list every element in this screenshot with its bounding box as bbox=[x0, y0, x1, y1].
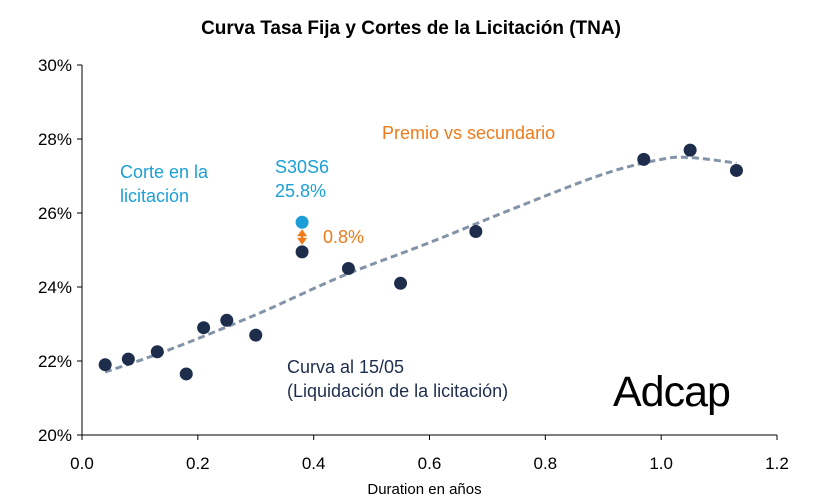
arrow-head-up bbox=[297, 229, 308, 237]
corte-annotation: Corte en la licitación bbox=[120, 160, 208, 208]
arrow-head-down bbox=[297, 237, 308, 245]
x-tick-label: 0.0 bbox=[70, 454, 94, 473]
curve-point bbox=[341, 262, 355, 275]
bond-rate: 25.8% bbox=[275, 181, 327, 201]
curva-annotation: Curva al 15/05 (Liquidación de la licita… bbox=[287, 355, 508, 403]
curve-point bbox=[98, 358, 112, 372]
curve-point bbox=[179, 367, 193, 381]
trend-line-group bbox=[104, 155, 737, 374]
curve-point bbox=[637, 152, 651, 166]
auction-cut-point bbox=[295, 215, 309, 229]
y-tick-label: 20% bbox=[38, 426, 72, 445]
premio-annotation: Premio vs secundario bbox=[382, 123, 556, 143]
curve-point bbox=[394, 276, 408, 290]
data-points bbox=[98, 143, 743, 381]
x-tick-label: 0.8 bbox=[534, 454, 558, 473]
bond-name: S30S6 bbox=[275, 157, 330, 177]
curve-point bbox=[295, 245, 309, 259]
curve-point bbox=[121, 352, 135, 366]
spread-arrow bbox=[297, 229, 308, 245]
chart-title: Curva Tasa Fija y Cortes de la Licitació… bbox=[201, 18, 621, 39]
y-tick-label: 28% bbox=[38, 130, 72, 149]
x-tick-label: 0.6 bbox=[418, 454, 442, 473]
curve-point bbox=[150, 345, 164, 359]
curve-point bbox=[683, 143, 697, 157]
y-tick-label: 22% bbox=[38, 352, 72, 371]
trend-line bbox=[104, 155, 737, 374]
bond-annotation: S30S6 25.8% bbox=[275, 155, 329, 203]
curva-line-1: Curva al 15/05 bbox=[287, 357, 405, 377]
x-axis-title: Duration en años bbox=[367, 481, 481, 498]
y-tick-label: 24% bbox=[38, 278, 72, 297]
corte-line-2: licitación bbox=[120, 186, 190, 206]
x-tick-label: 1.0 bbox=[649, 454, 673, 473]
y-tick-label: 26% bbox=[38, 204, 72, 223]
axes: 20% 22% 24% 26% 28% 30% 0.0 0.2 0.4 0.6 0.8 1.0 1.2 D… bbox=[38, 56, 789, 498]
adcap-logo: Adcap bbox=[613, 368, 731, 416]
curva-line-2: (Liquidación de la licitación) bbox=[287, 381, 509, 401]
x-tick-label: 0.4 bbox=[302, 454, 326, 473]
x-tick-label: 0.2 bbox=[186, 454, 210, 473]
curve-point bbox=[249, 328, 263, 342]
y-tick-label: 30% bbox=[38, 56, 72, 75]
curve-point bbox=[220, 313, 234, 327]
x-tick-label: 1.2 bbox=[765, 454, 789, 473]
curve-point bbox=[469, 225, 483, 238]
curve-point bbox=[197, 321, 211, 335]
corte-line-1: Corte en la bbox=[120, 162, 209, 182]
spread-label: 0.8% bbox=[323, 227, 365, 247]
curve-point bbox=[729, 163, 743, 177]
